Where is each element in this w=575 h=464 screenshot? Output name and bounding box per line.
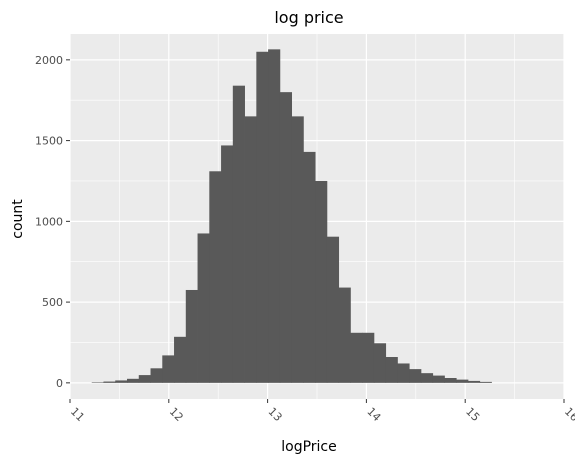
histogram-bar [91, 382, 104, 383]
x-tick-label: 14 [364, 405, 383, 424]
histogram-bar [232, 85, 245, 383]
y-tick-label: 2000 [35, 54, 63, 67]
histogram-bar [291, 116, 304, 383]
x-tick-label: 15 [463, 405, 482, 424]
y-tick-label: 0 [56, 377, 63, 390]
histogram-bar [127, 378, 140, 383]
histogram-bars [91, 49, 492, 383]
histogram-bar [338, 287, 351, 383]
histogram-bar [315, 180, 328, 383]
histogram-bar [409, 369, 422, 383]
x-axis-label: logPrice [281, 439, 337, 455]
histogram-bar [279, 92, 293, 383]
y-axis: 0 500 1000 1500 2000 [35, 54, 70, 390]
x-tick-label: 16 [562, 405, 575, 424]
histogram-bar [385, 357, 398, 383]
x-tick-label: 13 [266, 405, 285, 424]
histogram-bar [397, 363, 410, 383]
y-axis-label: count [10, 199, 26, 239]
histogram-bar [350, 332, 363, 383]
histogram-bar [444, 378, 457, 383]
histogram-bar [162, 355, 175, 383]
histogram-bar [244, 116, 257, 383]
histogram-bar [268, 49, 281, 383]
x-axis: 11 12 13 14 15 16 [68, 399, 575, 424]
histogram-bar [115, 380, 128, 383]
histogram-bar [467, 380, 481, 383]
histogram-bar [150, 368, 163, 383]
histogram-bar [256, 51, 269, 383]
histogram-bar [303, 151, 316, 383]
histogram-bar [209, 171, 222, 383]
histogram-bar [362, 332, 375, 383]
histogram-bar [103, 381, 116, 383]
histogram-bar [174, 336, 187, 383]
histogram-bar [479, 381, 492, 383]
histogram-bar [326, 236, 340, 383]
y-tick-label: 500 [42, 296, 63, 309]
histogram-bar [432, 375, 445, 383]
y-tick-label: 1000 [35, 215, 63, 228]
histogram-bar [373, 343, 387, 383]
histogram-bar [197, 233, 210, 383]
histogram-bar [185, 289, 198, 383]
x-tick-label: 12 [167, 405, 186, 424]
x-tick-label: 11 [68, 405, 87, 424]
histogram-bar [138, 375, 151, 383]
histogram-bar [420, 373, 434, 383]
chart-title: log price [274, 8, 343, 27]
histogram-bar [456, 379, 469, 383]
histogram-bar [221, 145, 234, 383]
y-tick-label: 1500 [35, 135, 63, 148]
